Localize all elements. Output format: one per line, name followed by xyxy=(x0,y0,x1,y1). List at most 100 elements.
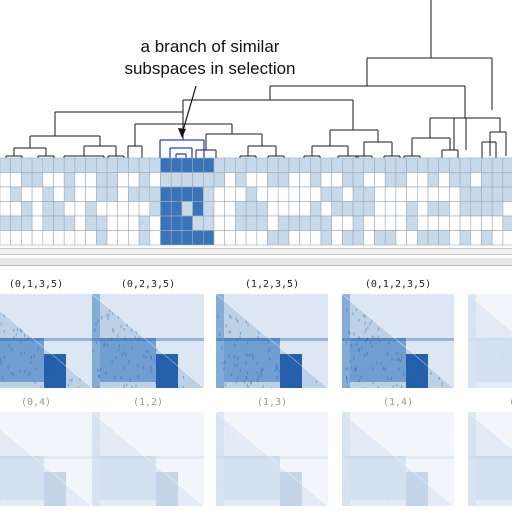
matrix-cell[interactable] xyxy=(63,157,76,173)
matrix-cell[interactable] xyxy=(149,186,161,202)
matrix-cell[interactable] xyxy=(31,215,44,231)
matrix-cell[interactable] xyxy=(267,186,279,202)
subspace-tile[interactable]: (0,1,2,3,5) xyxy=(342,278,454,388)
matrix-cell[interactable] xyxy=(138,157,151,173)
matrix-cell[interactable] xyxy=(117,186,129,202)
matrix-cell[interactable] xyxy=(288,157,300,173)
matrix-cell[interactable] xyxy=(96,215,108,231)
matrix-cell[interactable] xyxy=(438,230,450,246)
matrix-cell[interactable] xyxy=(53,215,65,231)
matrix-cell[interactable] xyxy=(406,172,418,188)
matrix-cell[interactable] xyxy=(213,230,225,246)
matrix-cell-selected[interactable] xyxy=(170,186,183,202)
matrix-cell[interactable] xyxy=(406,157,418,173)
matrix-cell[interactable] xyxy=(213,157,225,173)
matrix-cell[interactable] xyxy=(363,172,375,188)
subspace-tile[interactable]: (1,4) xyxy=(342,396,454,506)
matrix-cell[interactable] xyxy=(342,172,354,188)
scrollbar[interactable] xyxy=(0,258,512,266)
matrix-cell[interactable] xyxy=(352,186,365,202)
matrix-cell[interactable] xyxy=(106,215,118,231)
matrix-cell[interactable] xyxy=(374,201,386,217)
matrix-cell[interactable] xyxy=(21,215,33,231)
matrix-cell[interactable] xyxy=(42,172,54,188)
matrix-cell[interactable] xyxy=(149,172,161,188)
matrix-cell[interactable] xyxy=(438,186,450,202)
matrix-cell[interactable] xyxy=(309,201,322,217)
matrix-cell-selected[interactable] xyxy=(160,201,172,217)
matrix-cell-selected[interactable] xyxy=(160,186,172,202)
matrix-cell[interactable] xyxy=(74,215,86,231)
matrix-cell[interactable] xyxy=(309,215,322,231)
matrix-cell[interactable] xyxy=(427,230,439,246)
matrix-cell[interactable] xyxy=(63,215,76,231)
matrix-cell[interactable] xyxy=(245,215,258,231)
matrix-cell[interactable] xyxy=(149,157,161,173)
matrix-cell-selected[interactable] xyxy=(160,172,172,188)
matrix-cell[interactable] xyxy=(299,215,311,231)
matrix-cell[interactable] xyxy=(438,215,450,231)
matrix-cell[interactable] xyxy=(85,215,97,231)
matrix-cell[interactable] xyxy=(459,215,472,231)
matrix-cell-selected[interactable] xyxy=(181,157,193,173)
matrix-cell[interactable] xyxy=(21,172,33,188)
matrix-cell[interactable] xyxy=(85,201,97,217)
matrix-cell[interactable] xyxy=(213,215,225,231)
matrix-cell[interactable] xyxy=(53,201,65,217)
matrix-cell[interactable] xyxy=(331,215,343,231)
matrix-cell[interactable] xyxy=(384,215,397,231)
matrix-cell[interactable] xyxy=(395,230,407,246)
matrix-cell[interactable] xyxy=(21,201,33,217)
matrix-cell[interactable] xyxy=(491,186,504,202)
matrix-cell[interactable] xyxy=(256,215,268,231)
matrix-cell[interactable] xyxy=(267,215,279,231)
matrix-cell[interactable] xyxy=(106,172,118,188)
matrix-cell-selected[interactable] xyxy=(192,157,204,173)
matrix-cell[interactable] xyxy=(10,157,22,173)
matrix-cell[interactable] xyxy=(470,215,482,231)
matrix-cell[interactable] xyxy=(299,157,311,173)
matrix-cell[interactable] xyxy=(481,172,493,188)
matrix-cell[interactable] xyxy=(352,230,365,246)
matrix-cell[interactable] xyxy=(267,157,279,173)
matrix-cell-selected[interactable] xyxy=(181,186,193,202)
matrix-cell[interactable] xyxy=(374,230,386,246)
matrix-cell[interactable] xyxy=(352,215,365,231)
matrix-cell[interactable] xyxy=(416,186,429,202)
matrix-cell[interactable] xyxy=(438,172,450,188)
matrix-cell[interactable] xyxy=(459,157,472,173)
matrix-cell[interactable] xyxy=(416,215,429,231)
matrix-cell[interactable] xyxy=(331,186,343,202)
matrix-cell[interactable] xyxy=(384,230,397,246)
matrix-cell[interactable] xyxy=(117,157,129,173)
matrix-cell[interactable] xyxy=(74,230,86,246)
matrix-cell[interactable] xyxy=(331,157,343,173)
matrix-cell-selected[interactable] xyxy=(170,230,183,246)
matrix-cell[interactable] xyxy=(256,230,268,246)
matrix-cell[interactable] xyxy=(256,201,268,217)
matrix-cell[interactable] xyxy=(449,230,461,246)
matrix-cell[interactable] xyxy=(85,186,97,202)
matrix-cell-selected[interactable] xyxy=(192,186,204,202)
matrix-cell[interactable] xyxy=(363,186,375,202)
matrix-cell[interactable] xyxy=(63,230,76,246)
matrix-cell[interactable] xyxy=(320,215,332,231)
matrix-cell[interactable] xyxy=(10,215,22,231)
matrix-cell[interactable] xyxy=(416,172,429,188)
matrix-cell[interactable] xyxy=(491,157,504,173)
matrix-cell-selected[interactable] xyxy=(192,172,204,188)
matrix-cell[interactable] xyxy=(117,172,129,188)
matrix-cell[interactable] xyxy=(363,230,375,246)
matrix-cell[interactable] xyxy=(63,186,76,202)
matrix-cell[interactable] xyxy=(470,230,482,246)
matrix-cell[interactable] xyxy=(235,215,247,231)
matrix-cell[interactable] xyxy=(0,201,11,217)
matrix-cell[interactable] xyxy=(31,172,44,188)
matrix-cell[interactable] xyxy=(42,215,54,231)
matrix-cell[interactable] xyxy=(352,201,365,217)
matrix-cell-selected[interactable] xyxy=(160,215,172,231)
matrix-cell[interactable] xyxy=(449,201,461,217)
matrix-cell[interactable] xyxy=(245,201,258,217)
matrix-cell-selected[interactable] xyxy=(160,157,172,173)
subspace-tile[interactable]: (0,1,3,5) xyxy=(0,278,92,388)
